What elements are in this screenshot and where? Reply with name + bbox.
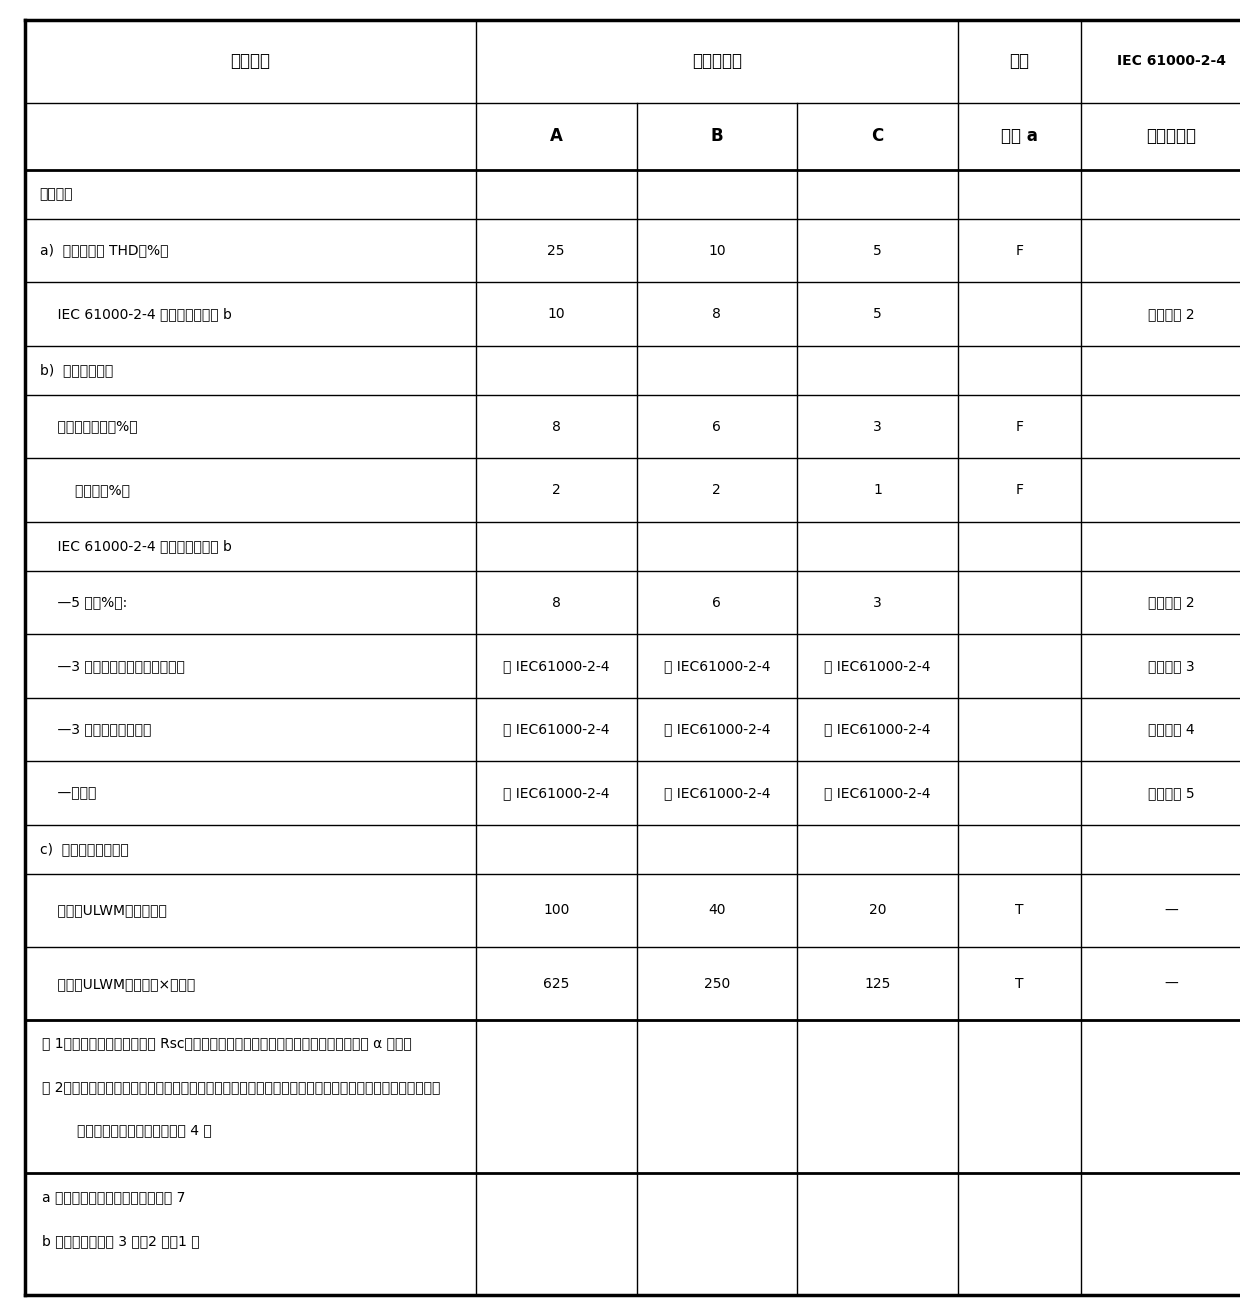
Text: A: A [549, 128, 563, 146]
Text: —5 次（%）:: —5 次（%）: [40, 596, 126, 610]
Text: 该标准表 2: 该标准表 2 [1148, 308, 1194, 321]
Text: 见 IEC61000-2-4: 见 IEC61000-2-4 [663, 722, 770, 736]
Text: 见 IEC61000-2-4: 见 IEC61000-2-4 [825, 786, 931, 800]
Text: 8: 8 [713, 308, 722, 321]
Text: 面积（ULWM的百分值×角度）: 面积（ULWM的百分值×角度） [40, 977, 195, 990]
Text: 判据 a: 判据 a [1001, 128, 1038, 146]
Text: 2: 2 [552, 483, 560, 497]
Text: 见 IEC61000-2-4: 见 IEC61000-2-4 [663, 659, 770, 673]
Text: IEC 61000-2-4: IEC 61000-2-4 [1116, 54, 1225, 68]
Text: 2: 2 [713, 483, 722, 497]
Text: 25: 25 [547, 243, 565, 258]
Text: F: F [1016, 483, 1024, 497]
Text: F: F [1016, 419, 1024, 434]
Text: b)  单次谐波畸变: b) 单次谐波畸变 [40, 363, 113, 377]
Text: 见 IEC61000-2-4: 见 IEC61000-2-4 [503, 722, 609, 736]
Text: 1: 1 [873, 483, 882, 497]
Text: a)  总谐波畸变 THD（%）: a) 总谐波畸变 THD（%） [40, 243, 169, 258]
Text: 125: 125 [864, 977, 890, 990]
Text: T: T [1016, 977, 1024, 990]
Text: 8: 8 [552, 596, 560, 610]
Text: 给出的一个主换相缺口面积的 4 倍: 给出的一个主换相缺口面积的 4 倍 [42, 1123, 212, 1137]
Text: B: B [711, 128, 723, 146]
Text: 见 IEC61000-2-4: 见 IEC61000-2-4 [825, 722, 931, 736]
Text: 见 IEC61000-2-4: 见 IEC61000-2-4 [503, 786, 609, 800]
Text: 6: 6 [713, 419, 722, 434]
Text: —3 的倍数之外的其他奇数次：: —3 的倍数之外的其他奇数次： [40, 659, 185, 673]
Text: 3: 3 [873, 419, 882, 434]
Text: 稳态：奇数次（%）: 稳态：奇数次（%） [40, 419, 138, 434]
Text: —: — [1164, 903, 1178, 918]
Text: b 电磁环境等级的 3 级、2 级、1 级: b 电磁环境等级的 3 级、2 级、1 级 [42, 1235, 200, 1248]
Text: 电压波形: 电压波形 [40, 188, 73, 201]
Text: IEC 61000-2-4 中的兼容性水平 b: IEC 61000-2-4 中的兼容性水平 b [40, 539, 232, 554]
Text: 中的适用值: 中的适用值 [1146, 128, 1197, 146]
Text: 该标准表 3: 该标准表 3 [1148, 659, 1194, 673]
Text: 注 2：如果几个变流器连接至同一变流变压器，在一个基波周期内，所有换相缺口面积之和不期望超过上述: 注 2：如果几个变流器连接至同一变流变压器，在一个基波周期内，所有换相缺口面积之… [42, 1080, 440, 1094]
Text: 偶数次（%）: 偶数次（%） [40, 483, 129, 497]
Text: —: — [1164, 977, 1178, 990]
Text: 该标准表 4: 该标准表 4 [1148, 722, 1194, 736]
Text: 100: 100 [543, 903, 569, 918]
Text: 抗扰度等级: 抗扰度等级 [692, 53, 742, 70]
Text: 40: 40 [708, 903, 725, 918]
Text: —3 的倍数的奇数次：: —3 的倍数的奇数次： [40, 722, 151, 736]
Text: 10: 10 [708, 243, 725, 258]
Text: 该标准表 5: 该标准表 5 [1148, 786, 1194, 800]
Text: 6: 6 [713, 596, 722, 610]
Text: 性能: 性能 [1009, 53, 1029, 70]
Text: 5: 5 [873, 243, 882, 258]
Text: —偶数次: —偶数次 [40, 786, 95, 800]
Text: IEC 61000-2-4 中的兼容性水平 b: IEC 61000-2-4 中的兼容性水平 b [40, 308, 232, 321]
Text: 10: 10 [547, 308, 565, 321]
Text: 见 IEC61000-2-4: 见 IEC61000-2-4 [503, 659, 609, 673]
Text: 见 IEC61000-2-4: 见 IEC61000-2-4 [825, 659, 931, 673]
Text: F: F [1016, 243, 1024, 258]
Text: 3: 3 [873, 596, 882, 610]
Text: a 性能判据的文字符号含义参见表 7: a 性能判据的文字符号含义参见表 7 [42, 1190, 186, 1205]
Text: 幅值（ULWM的百分值）: 幅值（ULWM的百分值） [40, 903, 166, 918]
Text: T: T [1016, 903, 1024, 918]
Text: C: C [872, 128, 884, 146]
Text: 骚扰项目: 骚扰项目 [231, 53, 270, 70]
Text: 注 1：对于给定的直流电流和 Rsc，缺口的面积近似恒定。深度和宽度随触发延迟角 α 变化。: 注 1：对于给定的直流电流和 Rsc，缺口的面积近似恒定。深度和宽度随触发延迟角… [42, 1036, 412, 1051]
Text: 625: 625 [543, 977, 569, 990]
Text: 8: 8 [552, 419, 560, 434]
Text: c)  换相缺口（稳态）: c) 换相缺口（稳态） [40, 843, 128, 856]
Text: 250: 250 [704, 977, 730, 990]
Text: 5: 5 [873, 308, 882, 321]
Text: 20: 20 [869, 903, 887, 918]
Text: 见 IEC61000-2-4: 见 IEC61000-2-4 [663, 786, 770, 800]
Text: 该标准表 2: 该标准表 2 [1148, 596, 1194, 610]
